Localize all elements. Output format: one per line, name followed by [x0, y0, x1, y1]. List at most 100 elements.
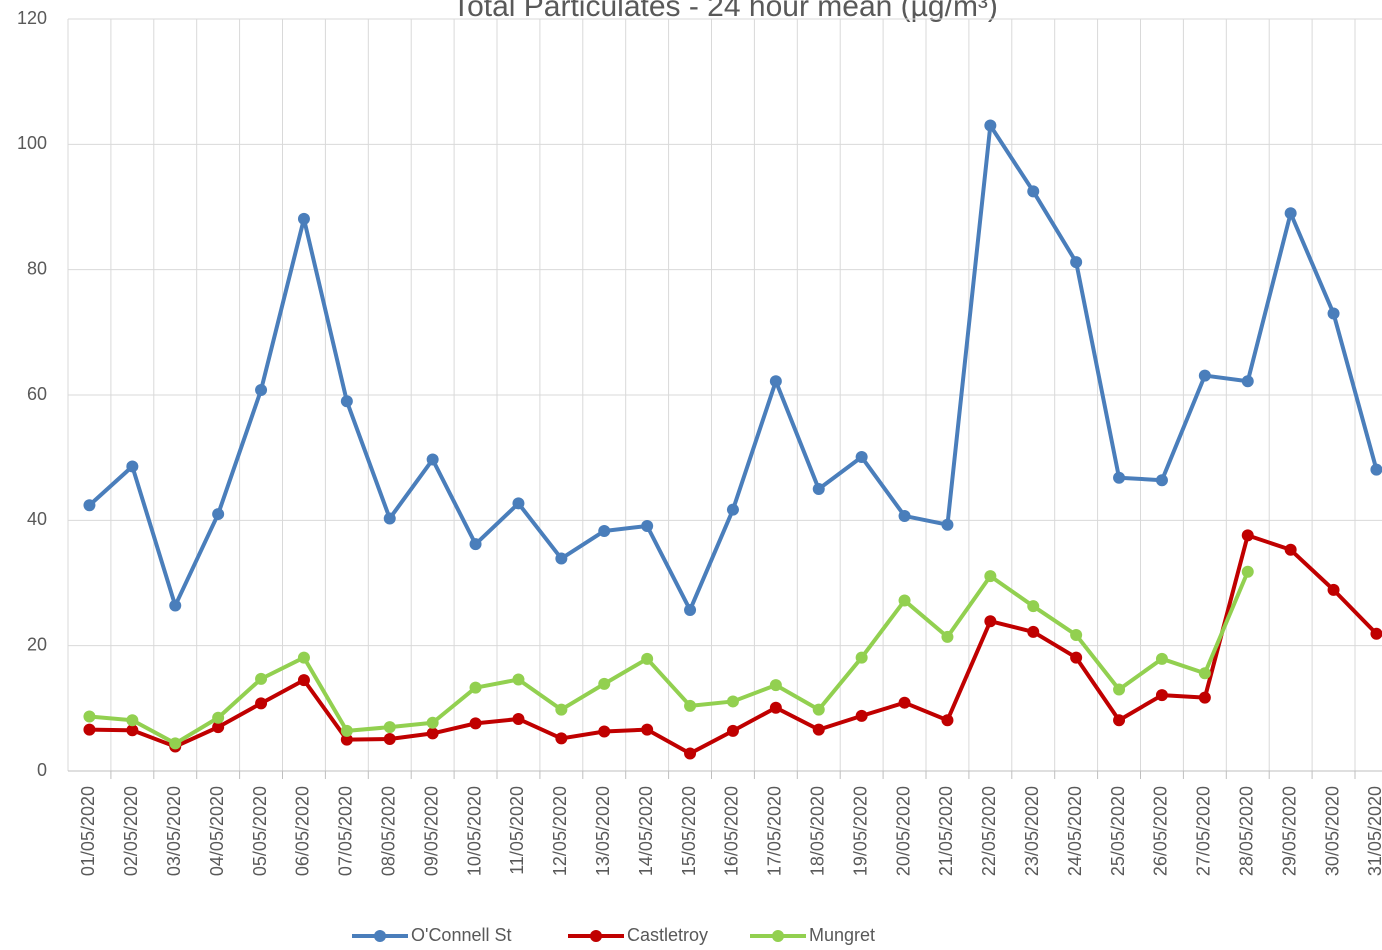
point — [941, 714, 954, 727]
point — [1155, 652, 1168, 665]
point — [898, 696, 911, 709]
x-tick-label: 16/05/2020 — [722, 786, 742, 876]
point — [426, 453, 439, 466]
point — [1198, 667, 1211, 680]
point — [1241, 375, 1254, 388]
point — [1370, 627, 1382, 640]
x-tick-label: 05/05/2020 — [250, 786, 270, 876]
point — [812, 703, 825, 716]
x-tick-label: 08/05/2020 — [379, 786, 399, 876]
point — [83, 723, 96, 736]
point — [984, 615, 997, 628]
legend-marker — [772, 930, 784, 942]
point — [1155, 689, 1168, 702]
y-tick-label: 60 — [27, 384, 47, 404]
x-tick-label: 18/05/2020 — [808, 786, 828, 876]
legend-label: O'Connell St — [411, 925, 512, 945]
point — [1198, 369, 1211, 382]
point — [769, 701, 782, 714]
point — [512, 673, 525, 686]
point — [684, 747, 697, 760]
x-tick-label: 07/05/2020 — [336, 786, 356, 876]
x-tick-label: 06/05/2020 — [293, 786, 313, 876]
x-tick-label: 21/05/2020 — [936, 786, 956, 876]
y-tick-label: 40 — [27, 509, 47, 529]
point — [684, 603, 697, 616]
y-tick-label: 100 — [17, 133, 47, 153]
y-tick-label: 80 — [27, 258, 47, 278]
point — [126, 724, 139, 737]
point — [169, 599, 182, 612]
point — [855, 451, 868, 464]
point — [1327, 583, 1340, 596]
x-tick-label: 25/05/2020 — [1108, 786, 1128, 876]
point — [984, 570, 997, 583]
point — [1070, 629, 1083, 642]
point — [340, 733, 353, 746]
point — [383, 721, 396, 734]
point — [941, 630, 954, 643]
x-tick-label: 11/05/2020 — [507, 786, 527, 875]
point — [1284, 543, 1297, 556]
point — [212, 508, 225, 521]
legend-marker — [590, 930, 602, 942]
point — [212, 711, 225, 724]
point — [83, 499, 96, 512]
x-tick-label: 24/05/2020 — [1065, 786, 1085, 876]
point — [512, 712, 525, 725]
x-tick-label: 12/05/2020 — [550, 786, 570, 876]
x-tick-label: 01/05/2020 — [78, 786, 98, 876]
point — [1027, 185, 1040, 198]
legend-marker — [374, 930, 386, 942]
x-tick-label: 14/05/2020 — [636, 786, 656, 876]
point — [126, 460, 139, 473]
point — [1327, 307, 1340, 320]
point — [598, 677, 611, 690]
point — [469, 538, 482, 551]
x-tick-label: 10/05/2020 — [464, 786, 484, 876]
point — [297, 651, 310, 664]
x-tick-label: 29/05/2020 — [1279, 786, 1299, 876]
point — [641, 519, 654, 532]
point — [297, 674, 310, 687]
point — [1198, 691, 1211, 704]
y-tick-label: 0 — [37, 760, 47, 780]
point — [1284, 207, 1297, 220]
point — [598, 725, 611, 738]
x-tick-label: 27/05/2020 — [1194, 786, 1214, 876]
x-tick-label: 15/05/2020 — [679, 786, 699, 876]
legend-label: Mungret — [809, 925, 875, 945]
x-tick-label: 02/05/2020 — [121, 786, 141, 876]
point — [1027, 625, 1040, 638]
point — [1113, 471, 1126, 484]
point — [512, 497, 525, 510]
point — [255, 383, 268, 396]
point — [426, 727, 439, 740]
point — [641, 723, 654, 736]
x-tick-label: 30/05/2020 — [1322, 786, 1342, 876]
point — [684, 699, 697, 712]
y-tick-label: 120 — [17, 8, 47, 28]
point — [1070, 651, 1083, 664]
point — [1113, 683, 1126, 696]
point — [812, 483, 825, 495]
x-tick-label: 28/05/2020 — [1237, 786, 1257, 876]
point — [555, 703, 568, 716]
point — [426, 716, 439, 729]
x-tick-label: 22/05/2020 — [979, 786, 999, 876]
point — [383, 733, 396, 746]
x-tick-label: 19/05/2020 — [850, 786, 870, 876]
x-tick-label: 03/05/2020 — [164, 786, 184, 876]
point — [1027, 600, 1040, 613]
point — [1370, 463, 1382, 476]
point — [255, 672, 268, 685]
series-line — [89, 570, 1250, 746]
point — [984, 119, 997, 132]
point — [1113, 714, 1126, 727]
point — [340, 724, 353, 737]
point — [769, 375, 782, 388]
point — [598, 524, 611, 537]
x-tick-label: 09/05/2020 — [421, 786, 441, 876]
point — [769, 679, 782, 692]
